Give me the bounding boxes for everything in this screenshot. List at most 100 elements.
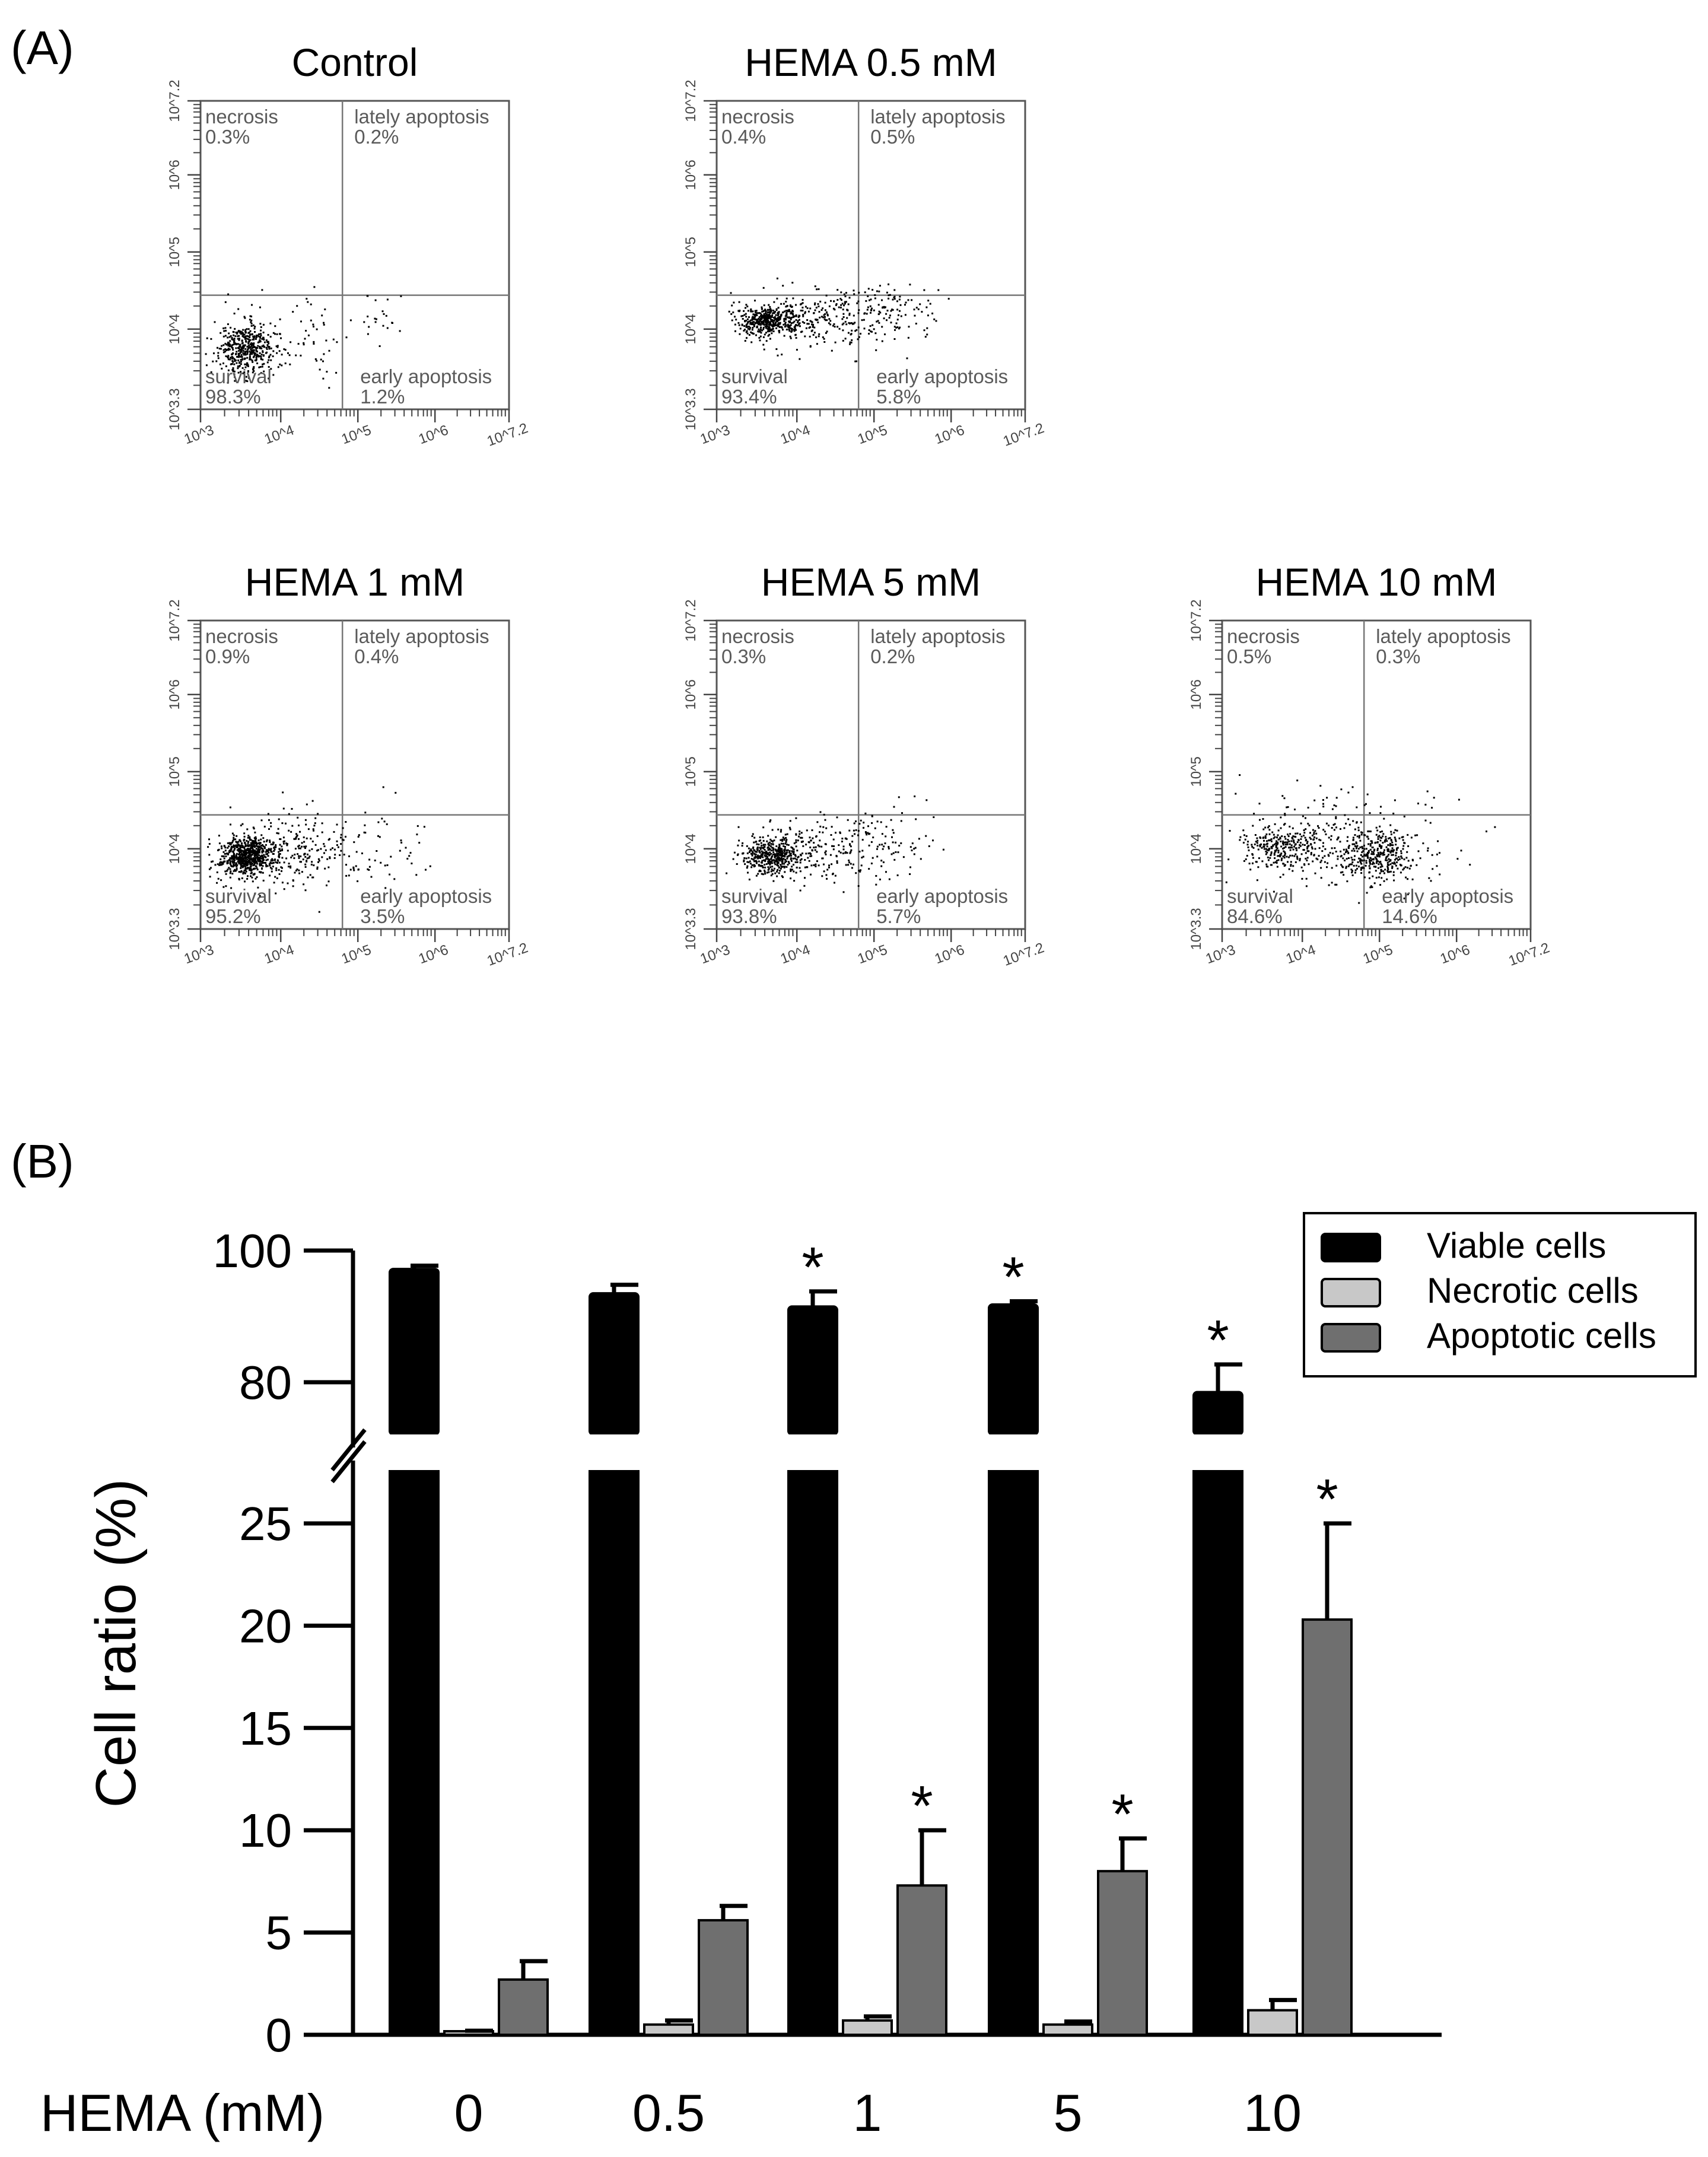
x-tick-label: 10^3 xyxy=(182,941,216,967)
dot-plot-title: Control xyxy=(292,40,418,84)
dot-plot-frame xyxy=(1221,619,1532,930)
dot-plot-title: HEMA 5 mM xyxy=(761,560,981,604)
quadrant-label-necrosis: necrosis xyxy=(205,625,278,647)
quadrant-label-late-apoptosis: lately apoptosis xyxy=(354,625,489,647)
bar-group-0.5: 0.5 xyxy=(587,1283,749,2142)
quadrant-value-late-apoptosis: 0.4% xyxy=(354,645,399,667)
x-tick-label: 10^7.2 xyxy=(485,420,530,450)
y-axis-label: Cell ratio (%) xyxy=(84,1479,148,1808)
x-tick-label: 10^5 xyxy=(339,941,373,967)
dot-plot-frame xyxy=(199,100,510,411)
quadrant-label-survival: survival xyxy=(205,365,272,387)
x-tick-label: 0 xyxy=(454,2083,484,2142)
x-tick-label: 10^6 xyxy=(933,941,966,967)
bar-viable-cells xyxy=(589,1469,640,2036)
quadrant-value-early-apoptosis: 14.6% xyxy=(1382,905,1437,927)
y-tick-label: 0 xyxy=(266,2009,292,2061)
x-tick-label: 10^7.2 xyxy=(1001,940,1046,969)
y-tick-label: 10^3.3 xyxy=(167,908,183,950)
panel-b-label: (B) xyxy=(11,1135,74,1188)
y-tick-label: 15 xyxy=(239,1702,292,1755)
y-tick-label: 10^5 xyxy=(167,756,183,787)
x-tick-label: 10^7.2 xyxy=(1506,940,1551,969)
significance-star: * xyxy=(1316,1468,1338,1531)
y-tick-label: 10^7.2 xyxy=(1188,599,1204,641)
y-tick-label: 10^6 xyxy=(167,679,183,710)
dot-plot-frame xyxy=(715,619,1026,930)
dot-plot-frame xyxy=(199,619,510,930)
x-tick-label: 10^6 xyxy=(1438,941,1472,967)
y-tick-label: 100 xyxy=(213,1224,292,1277)
x-tick-label: 10 xyxy=(1243,2083,1302,2142)
bar-viable-cells xyxy=(1192,1469,1243,2036)
quadrant-label-survival: survival xyxy=(1227,885,1293,907)
dot-cloud xyxy=(1225,774,1496,917)
dot-plot-title: HEMA 1 mM xyxy=(245,560,465,604)
legend-swatch-1 xyxy=(1321,1233,1381,1262)
quadrant-value-early-apoptosis: 3.5% xyxy=(360,905,405,927)
bar-break-gap xyxy=(1191,1434,1245,1470)
y-tick-label: 80 xyxy=(239,1356,292,1409)
y-tick-label: 10^7.2 xyxy=(683,599,699,641)
bar-viable-cells-upper xyxy=(589,1292,640,1436)
y-tick-label: 10^3.3 xyxy=(683,388,699,430)
quadrant-value-survival: 95.2% xyxy=(205,905,261,927)
x-tick-label: 10^4 xyxy=(262,941,296,967)
y-tick-label: 10 xyxy=(239,1804,292,1857)
y-tick-label: 20 xyxy=(239,1599,292,1652)
y-tick-label: 10^5 xyxy=(683,756,699,787)
bar-necrotic-cells xyxy=(643,2023,694,2037)
quadrant-value-necrosis: 0.5% xyxy=(1227,645,1271,667)
quadrant-label-survival: survival xyxy=(721,885,788,907)
legend-label-1: Viable cells xyxy=(1427,1226,1606,1265)
y-tick-label: 25 xyxy=(239,1497,292,1550)
bar-viable-cells-upper xyxy=(1192,1391,1243,1436)
x-tick-label: 10^4 xyxy=(1284,941,1318,967)
bar-break-gap xyxy=(587,1434,641,1470)
legend-swatch-3 xyxy=(1321,1323,1381,1353)
significance-star: * xyxy=(801,1236,823,1299)
quadrant-value-late-apoptosis: 0.2% xyxy=(354,126,399,148)
bar-necrotic-cells xyxy=(842,2019,893,2037)
quadrant-value-necrosis: 0.3% xyxy=(205,126,250,148)
quadrant-label-late-apoptosis: lately apoptosis xyxy=(1376,625,1510,647)
bar-apoptotic-cells xyxy=(1302,1618,1353,2036)
quadrant-label-early-apoptosis: early apoptosis xyxy=(876,885,1008,907)
bar-group-0: 0 xyxy=(387,1264,549,2142)
significance-star: * xyxy=(1207,1309,1229,1372)
dot-plot-title: HEMA 10 mM xyxy=(1255,560,1497,604)
quadrant-label-early-apoptosis: early apoptosis xyxy=(360,885,492,907)
significance-star: * xyxy=(911,1774,933,1838)
bar-break-gap xyxy=(987,1434,1040,1470)
quadrant-label-survival: survival xyxy=(205,885,272,907)
y-tick-label: 10^6 xyxy=(683,160,699,190)
y-tick-label: 10^4 xyxy=(683,833,699,864)
dot-plot-frame xyxy=(715,100,1026,411)
quadrant-label-late-apoptosis: lately apoptosis xyxy=(870,106,1005,128)
x-tick-label: 10^3 xyxy=(698,422,732,447)
y-tick-label: 10^6 xyxy=(167,160,183,190)
quadrant-value-early-apoptosis: 5.7% xyxy=(876,905,921,927)
y-tick-label: 10^4 xyxy=(167,833,183,864)
x-tick-label: 1 xyxy=(853,2083,882,2142)
quadrant-value-late-apoptosis: 0.3% xyxy=(1376,645,1420,667)
bar-group-10: 10 * * xyxy=(1191,1309,1353,2142)
x-axis-label: HEMA (mM) xyxy=(40,2083,325,2142)
y-tick-label: 10^5 xyxy=(167,237,183,267)
y-tick-label: 10^4 xyxy=(1188,833,1204,864)
y-tick-label: 10^7.2 xyxy=(167,79,183,122)
dot-cloud xyxy=(726,795,944,901)
quadrant-label-necrosis: necrosis xyxy=(1227,625,1300,647)
bar-group-5: 5 * * xyxy=(987,1245,1148,2142)
significance-star: * xyxy=(1002,1245,1024,1309)
bar-apoptotic-cells xyxy=(698,1919,749,2037)
legend-swatch-2 xyxy=(1321,1278,1381,1307)
quadrant-value-early-apoptosis: 1.2% xyxy=(360,386,405,408)
x-tick-label: 10^3 xyxy=(1204,941,1238,967)
x-tick-label: 10^7.2 xyxy=(1001,420,1046,450)
